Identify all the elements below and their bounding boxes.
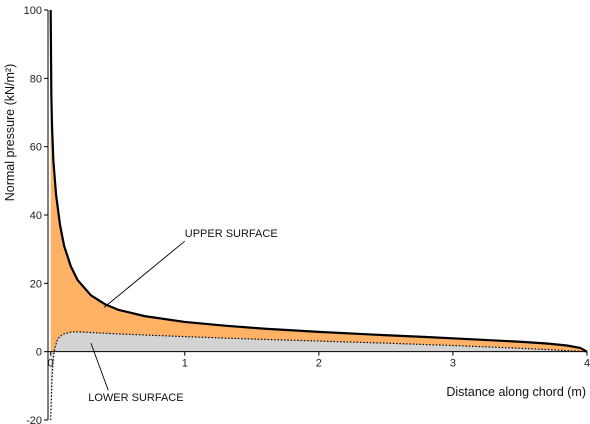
lower-surface-line (50, 331, 588, 421)
x-tick-label-0: 0 (48, 358, 54, 370)
y-tick-label-40: 40 (30, 210, 42, 222)
y-axis-label: Normal pressure (kN/m²) (3, 64, 17, 202)
annotation-leader-lower (90, 342, 109, 391)
y-tick-label-100: 100 (24, 5, 42, 17)
y-tick-label-60: 60 (30, 142, 42, 154)
x-axis-label: Distance along chord (m) (446, 385, 586, 399)
annotation-label-upper: UPPER SURFACE (185, 228, 278, 240)
annotation-leader-upper (104, 240, 186, 308)
x-tick-label-4: 4 (584, 358, 590, 370)
upper-surface-area (50, 10, 588, 352)
y-tick-label-20: 20 (30, 278, 42, 290)
y-tick-label--20: -20 (26, 415, 42, 424)
plot-area: -20 0 20 40 60 80 100 0 1 2 3 4 Distance along chord… (3, 5, 590, 424)
x-tick-label-2: 2 (316, 358, 322, 370)
y-tick-label-80: 80 (30, 73, 42, 85)
upper-surface-line (49, 9, 588, 353)
annotation-label-lower: LOWER SURFACE (88, 392, 183, 404)
lower-surface-area (50, 331, 588, 420)
y-tick-label-0: 0 (36, 347, 42, 359)
x-tick-label-1: 1 (182, 358, 188, 370)
x-tick-label-3: 3 (450, 358, 456, 370)
